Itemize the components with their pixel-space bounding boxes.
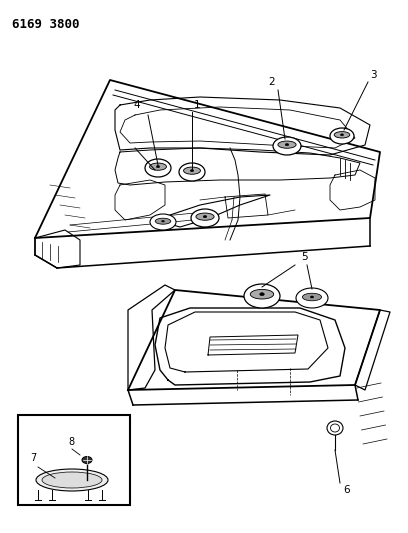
Ellipse shape (302, 293, 322, 301)
Ellipse shape (244, 284, 280, 308)
Text: 4: 4 (133, 100, 140, 110)
Text: 7: 7 (30, 453, 36, 463)
Ellipse shape (82, 456, 92, 464)
Text: 6169 3800: 6169 3800 (12, 18, 80, 31)
Ellipse shape (341, 134, 344, 136)
Ellipse shape (250, 289, 274, 299)
Ellipse shape (42, 472, 102, 488)
Ellipse shape (179, 163, 205, 181)
Ellipse shape (155, 218, 171, 224)
Ellipse shape (327, 421, 343, 435)
Ellipse shape (273, 137, 301, 155)
Ellipse shape (191, 169, 194, 172)
Ellipse shape (310, 296, 314, 298)
Ellipse shape (260, 293, 264, 296)
Text: 1: 1 (194, 100, 201, 110)
Ellipse shape (150, 214, 176, 230)
Text: 2: 2 (269, 77, 275, 87)
Ellipse shape (191, 209, 219, 227)
Text: 8: 8 (68, 437, 74, 447)
Ellipse shape (156, 166, 160, 168)
Ellipse shape (296, 288, 328, 308)
Ellipse shape (203, 215, 207, 218)
Ellipse shape (330, 128, 354, 144)
Text: 5: 5 (302, 252, 308, 262)
Ellipse shape (334, 132, 350, 138)
Ellipse shape (150, 163, 166, 170)
Ellipse shape (184, 167, 200, 174)
Ellipse shape (330, 424, 339, 432)
Text: 3: 3 (370, 70, 377, 80)
Ellipse shape (36, 469, 108, 491)
Ellipse shape (285, 143, 289, 146)
Bar (18, 415, 130, 505)
Ellipse shape (278, 141, 296, 148)
Ellipse shape (145, 159, 171, 177)
Text: 6: 6 (343, 485, 350, 495)
Ellipse shape (162, 221, 164, 222)
Ellipse shape (196, 213, 214, 220)
